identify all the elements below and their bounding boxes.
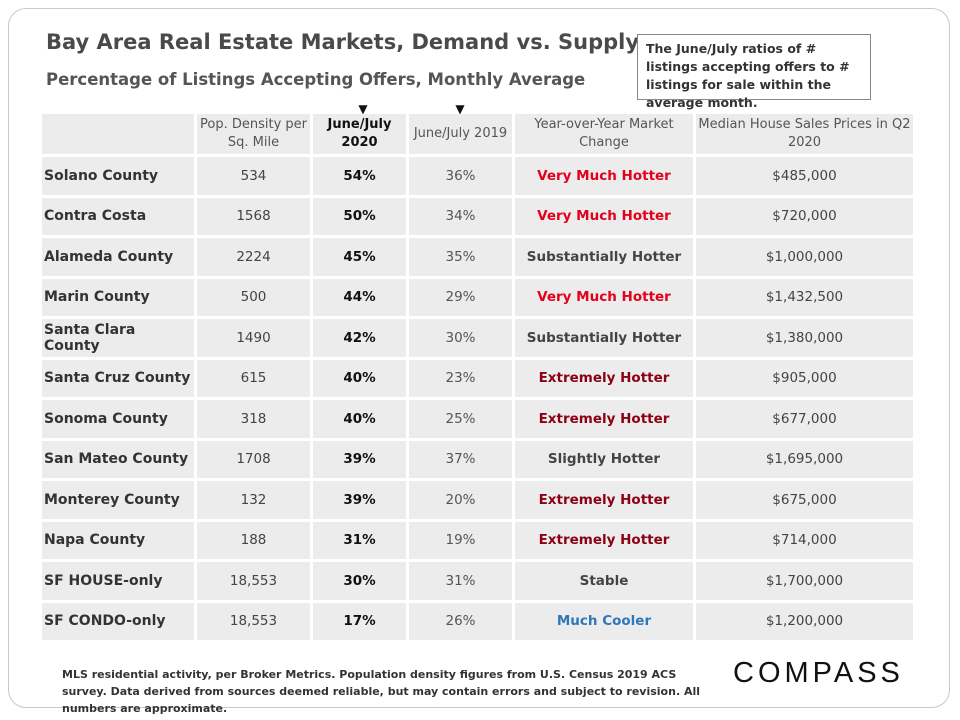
table-row: Contra Costa 1568 50% 34% Very Much Hotter $7… [42, 197, 913, 235]
cell-market-change: Substantially Hotter [515, 238, 693, 276]
table-row: Marin County 500 44% 29% Very Much Hotter $1,… [42, 278, 913, 316]
table-row: Solano County 534 54% 36% Very Much Hotter $4… [42, 157, 913, 195]
cell-june-july-2019: 36% [409, 157, 512, 195]
cell-county-name: SF CONDO-only [42, 602, 194, 640]
header-june-july-2019: June/July 2019 [409, 114, 512, 154]
cell-median-price: $1,432,500 [696, 278, 913, 316]
cell-june-july-2020: 50% [313, 197, 406, 235]
cell-june-july-2019: 29% [409, 278, 512, 316]
cell-market-change: Extremely Hotter [515, 400, 693, 438]
cell-density: 534 [197, 157, 310, 195]
cell-county-name: Sonoma County [42, 400, 194, 438]
cell-density: 18,553 [197, 562, 310, 600]
cell-market-change: Substantially Hotter [515, 319, 693, 357]
table-row: Santa Clara County 1490 42% 30% Substantiall… [42, 319, 913, 357]
header-median-price: Median House Sales Prices in Q2 2020 [696, 114, 913, 154]
down-arrow-icon: ▼ [358, 102, 368, 116]
cell-june-july-2019: 31% [409, 562, 512, 600]
cell-june-july-2019: 26% [409, 602, 512, 640]
cell-median-price: $1,000,000 [696, 238, 913, 276]
cell-market-change: Extremely Hotter [515, 359, 693, 397]
cell-june-july-2019: 30% [409, 319, 512, 357]
header-density: Pop. Density per Sq. Mile [197, 114, 310, 154]
cell-density: 18,553 [197, 602, 310, 640]
table-row: Alameda County 2224 45% 35% Substantially Ho… [42, 238, 913, 276]
note-box: The June/July ratios of # listings accep… [637, 34, 871, 110]
cell-market-change: Stable [515, 562, 693, 600]
cell-june-july-2020: 17% [313, 602, 406, 640]
cell-median-price: $1,380,000 [696, 319, 913, 357]
cell-median-price: $1,200,000 [696, 602, 913, 640]
cell-county-name: SF HOUSE-only [42, 562, 194, 600]
cell-county-name: Contra Costa [42, 197, 194, 235]
down-arrow-icon: ▼ [455, 102, 465, 116]
header-june-july-2020: June/July 2020 [313, 114, 406, 154]
cell-county-name: Santa Cruz County [42, 359, 194, 397]
cell-county-name: Santa Clara County [42, 319, 194, 357]
cell-june-july-2019: 34% [409, 197, 512, 235]
cell-june-july-2019: 25% [409, 400, 512, 438]
cell-density: 615 [197, 359, 310, 397]
table-row: Santa Cruz County 615 40% 23% Extremely Hott… [42, 359, 913, 397]
cell-county-name: Monterey County [42, 481, 194, 519]
table-row: Sonoma County 318 40% 25% Extremely Hotter $6… [42, 400, 913, 438]
cell-june-july-2020: 54% [313, 157, 406, 195]
cell-density: 188 [197, 521, 310, 559]
compass-logo: COMPASS [733, 657, 904, 689]
cell-june-july-2020: 44% [313, 278, 406, 316]
cell-density: 1708 [197, 440, 310, 478]
cell-median-price: $1,695,000 [696, 440, 913, 478]
cell-median-price: $1,700,000 [696, 562, 913, 600]
cell-june-july-2020: 40% [313, 400, 406, 438]
cell-june-july-2020: 31% [313, 521, 406, 559]
cell-june-july-2019: 23% [409, 359, 512, 397]
footer-note: MLS residential activity, per Broker Met… [62, 668, 701, 715]
cell-county-name: Napa County [42, 521, 194, 559]
cell-market-change: Very Much Hotter [515, 197, 693, 235]
cell-june-july-2020: 40% [313, 359, 406, 397]
cell-county-name: Marin County [42, 278, 194, 316]
cell-density: 500 [197, 278, 310, 316]
table-row: Napa County 188 31% 19% Extremely Hotter $714… [42, 521, 913, 559]
table-row: Monterey County 132 39% 20% Extremely Hotter… [42, 481, 913, 519]
header-name [42, 114, 194, 154]
cell-county-name: Solano County [42, 157, 194, 195]
cell-market-change: Very Much Hotter [515, 278, 693, 316]
cell-density: 132 [197, 481, 310, 519]
cell-median-price: $675,000 [696, 481, 913, 519]
cell-median-price: $905,000 [696, 359, 913, 397]
cell-density: 1568 [197, 197, 310, 235]
table-row: San Mateo County 1708 39% 37% Slightly Hotte… [42, 440, 913, 478]
table-row: SF CONDO-only 18,553 17% 26% Much Cooler $1,2… [42, 602, 913, 640]
cell-june-july-2020: 39% [313, 440, 406, 478]
cell-median-price: $485,000 [696, 157, 913, 195]
cell-june-july-2019: 20% [409, 481, 512, 519]
cell-median-price: $714,000 [696, 521, 913, 559]
cell-market-change: Slightly Hotter [515, 440, 693, 478]
cell-june-july-2020: 30% [313, 562, 406, 600]
cell-median-price: $677,000 [696, 400, 913, 438]
cell-density: 2224 [197, 238, 310, 276]
market-table: Pop. Density per Sq. Mile June/July 2020… [39, 111, 916, 643]
table-header-row: Pop. Density per Sq. Mile June/July 2020… [42, 114, 913, 154]
cell-density: 1490 [197, 319, 310, 357]
cell-june-july-2020: 39% [313, 481, 406, 519]
cell-june-july-2019: 19% [409, 521, 512, 559]
cell-june-july-2020: 45% [313, 238, 406, 276]
cell-june-july-2019: 37% [409, 440, 512, 478]
cell-county-name: Alameda County [42, 238, 194, 276]
cell-density: 318 [197, 400, 310, 438]
cell-median-price: $720,000 [696, 197, 913, 235]
header-market-change: Year-over-Year Market Change [515, 114, 693, 154]
page-subtitle: Percentage of Listings Accepting Offers,… [46, 70, 586, 89]
table-row: SF HOUSE-only 18,553 30% 31% Stable $1,700,00… [42, 562, 913, 600]
cell-market-change: Much Cooler [515, 602, 693, 640]
cell-market-change: Extremely Hotter [515, 521, 693, 559]
cell-market-change: Extremely Hotter [515, 481, 693, 519]
cell-june-july-2019: 35% [409, 238, 512, 276]
cell-market-change: Very Much Hotter [515, 157, 693, 195]
cell-june-july-2020: 42% [313, 319, 406, 357]
page-title: Bay Area Real Estate Markets, Demand vs.… [46, 30, 640, 54]
cell-county-name: San Mateo County [42, 440, 194, 478]
